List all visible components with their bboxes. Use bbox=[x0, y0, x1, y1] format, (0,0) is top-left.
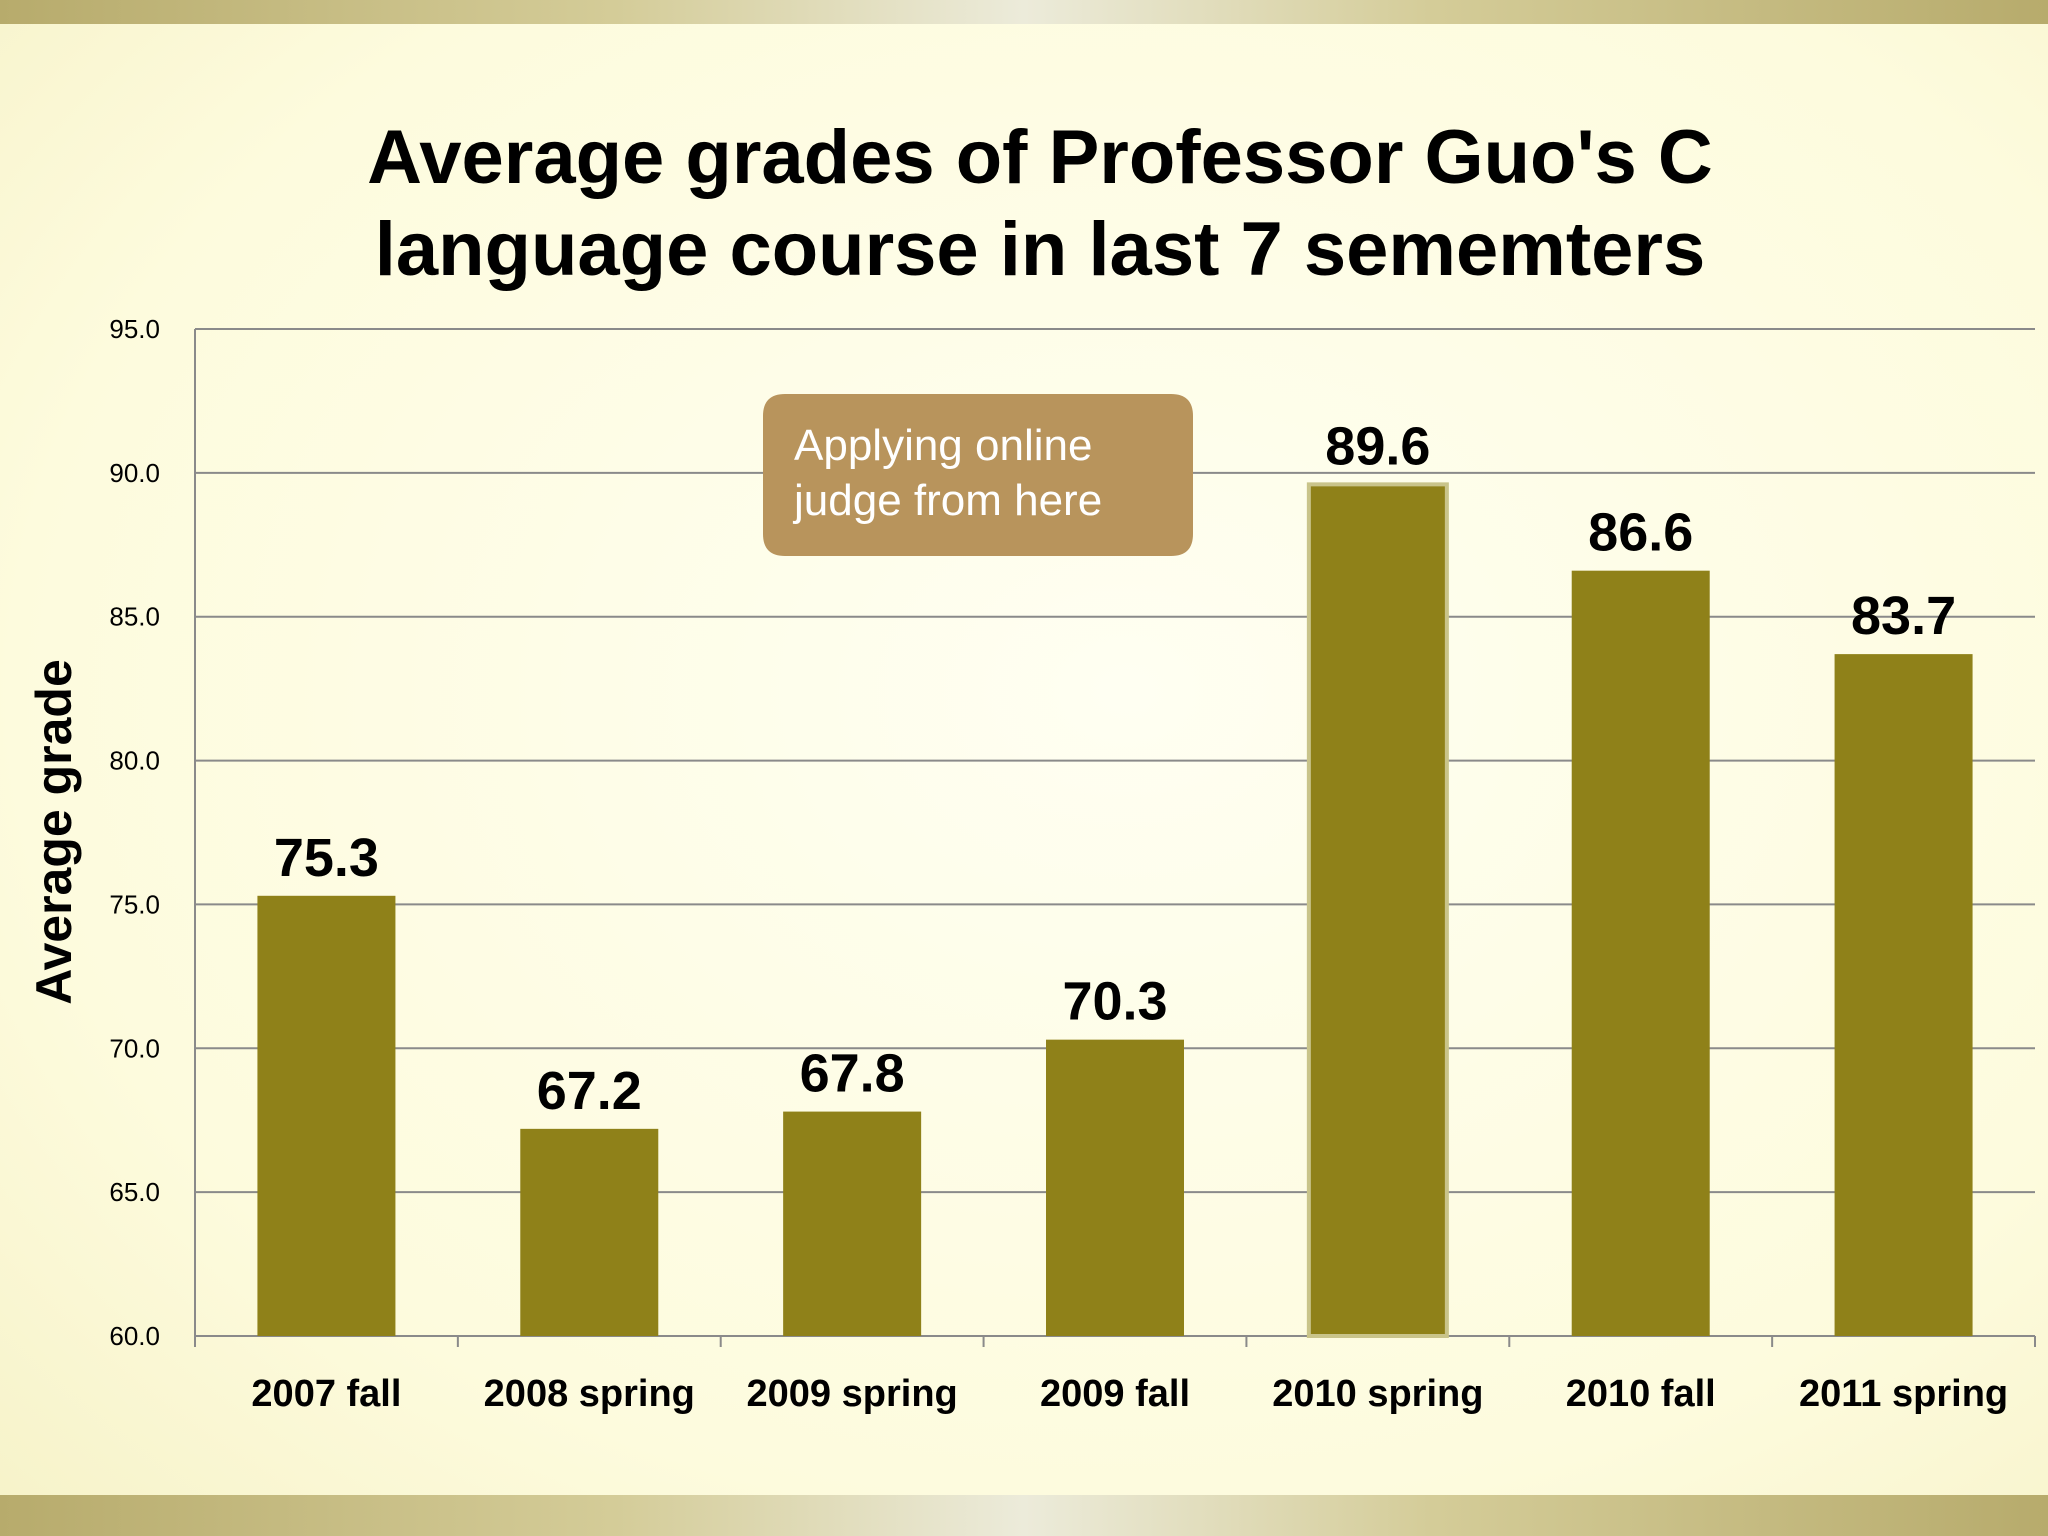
bar-value-label: 75.3 bbox=[274, 828, 379, 888]
y-tick-label: 70.0 bbox=[109, 1033, 160, 1063]
chart-title: Average grades of Professor Guo's C lang… bbox=[140, 112, 1940, 296]
y-tick-label: 95.0 bbox=[109, 314, 160, 344]
y-tick-label: 80.0 bbox=[109, 746, 160, 776]
x-category-label: 2009 fall bbox=[1040, 1373, 1190, 1415]
bar-value-label: 83.7 bbox=[1851, 586, 1956, 646]
bar bbox=[1834, 654, 1973, 1336]
bar-value-label: 67.2 bbox=[537, 1061, 642, 1121]
annotation-line-2: judge from here bbox=[794, 476, 1103, 525]
bar bbox=[520, 1128, 659, 1336]
annotation-text: Applying online judge from here bbox=[794, 418, 1174, 528]
x-category-label: 2010 spring bbox=[1272, 1373, 1483, 1415]
y-tick-label: 60.0 bbox=[109, 1321, 160, 1351]
bottom-decorative-band bbox=[0, 1495, 2048, 1536]
annotation-line-1: Applying online bbox=[794, 421, 1093, 470]
x-category-label: 2008 spring bbox=[484, 1373, 695, 1415]
bar bbox=[1571, 570, 1710, 1336]
x-category-label: 2010 fall bbox=[1566, 1373, 1716, 1415]
bar-value-label: 67.8 bbox=[800, 1044, 905, 1104]
bar-value-label: 86.6 bbox=[1588, 503, 1693, 563]
y-tick-label: 65.0 bbox=[109, 1177, 160, 1207]
x-category-label: 2011 spring bbox=[1799, 1373, 2008, 1415]
chart-title-line-2: language course in last 7 sememters bbox=[374, 207, 1706, 292]
bar bbox=[1046, 1039, 1184, 1336]
bar bbox=[1306, 482, 1449, 1338]
top-decorative-band bbox=[0, 0, 2048, 24]
bar bbox=[783, 1111, 922, 1336]
bar-value-label: 89.6 bbox=[1325, 416, 1430, 476]
annotation-callout bbox=[763, 394, 1193, 556]
annotation-callout-shape bbox=[763, 394, 1193, 556]
bar bbox=[257, 895, 396, 1336]
y-tick-label: 75.0 bbox=[109, 889, 160, 919]
x-category-label: 2009 spring bbox=[747, 1373, 958, 1415]
bar-value-label: 70.3 bbox=[1062, 972, 1167, 1032]
y-tick-label: 85.0 bbox=[109, 602, 160, 632]
x-category-label: 2007 fall bbox=[251, 1373, 401, 1415]
chart-title-line-1: Average grades of Professor Guo's C bbox=[367, 115, 1713, 200]
y-tick-label: 90.0 bbox=[109, 458, 160, 488]
